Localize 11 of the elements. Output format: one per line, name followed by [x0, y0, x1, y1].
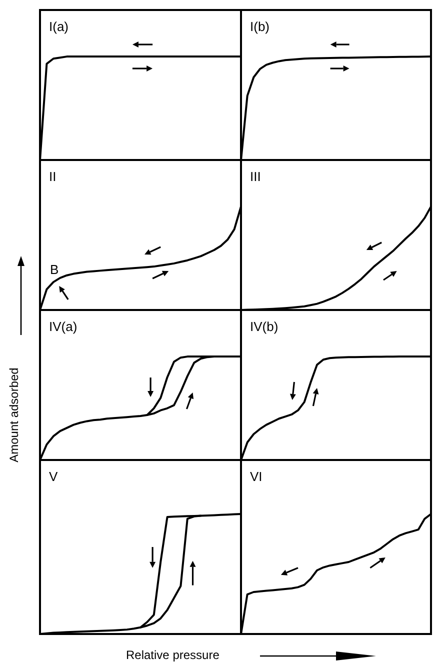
chart-title: III — [250, 169, 261, 184]
chart-title: IV(a) — [49, 319, 78, 334]
chart-title: VI — [250, 469, 262, 484]
y-axis-title: Amount adsorbed — [7, 368, 21, 462]
chart-title: II — [49, 169, 56, 184]
chart-title: IV(b) — [250, 319, 278, 334]
chart-title: V — [49, 469, 58, 484]
annotation: B — [50, 262, 59, 277]
chart-title: I(a) — [49, 19, 68, 34]
chart-title: I(b) — [250, 19, 270, 34]
x-axis-title: Relative pressure — [126, 648, 220, 662]
